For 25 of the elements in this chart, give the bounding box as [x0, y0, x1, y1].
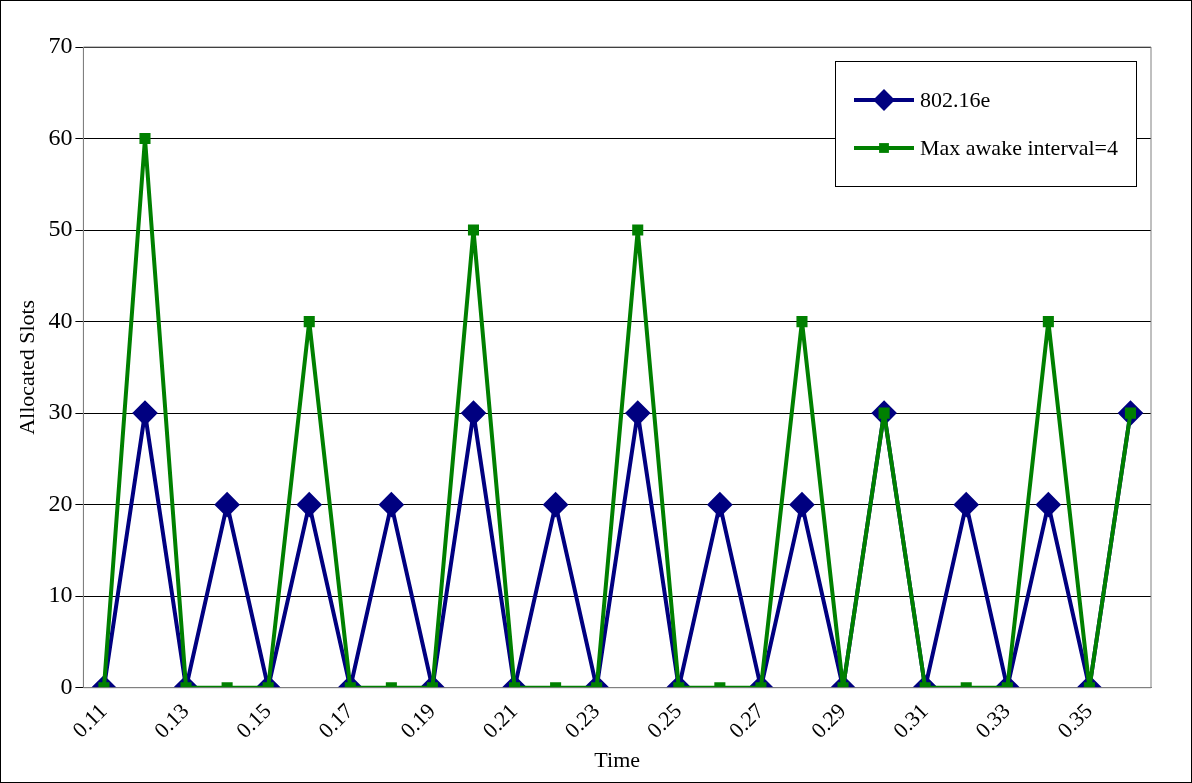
- y-tick-label: 10: [48, 581, 73, 608]
- y-tick-label: 30: [48, 398, 73, 425]
- x-tick-label: 0.17: [313, 697, 358, 743]
- x-tick-label: 0.35: [1052, 697, 1098, 743]
- x-tick-label: 0.19: [395, 697, 441, 743]
- legend-label: Max awake interval=4: [919, 135, 1118, 161]
- y-tick-label: 0: [60, 673, 73, 700]
- x-tick-label: 0.31: [887, 697, 933, 743]
- y-tick-label: 20: [48, 489, 73, 516]
- y-tick-label: 50: [48, 215, 73, 242]
- legend-label: 802.16e: [919, 87, 991, 113]
- x-tick-label: 0.13: [148, 697, 194, 743]
- x-tick-label: 0.29: [805, 697, 851, 743]
- x-axis-title: Time: [594, 746, 641, 772]
- x-tick-label: 0.21: [477, 697, 523, 743]
- x-tick-label: 0.11: [67, 697, 112, 743]
- x-tick-label: 0.23: [559, 697, 605, 743]
- x-tick-label: 0.15: [230, 697, 276, 743]
- y-tick-label: 40: [48, 306, 73, 333]
- y-tick-label: 70: [48, 32, 73, 59]
- y-tick-label: 60: [48, 123, 73, 150]
- x-tick-label: 0.33: [970, 697, 1015, 743]
- x-tick-label: 0.27: [723, 697, 769, 743]
- x-tick-label: 0.25: [641, 697, 687, 743]
- y-axis-title: Allocated Slots: [13, 299, 39, 435]
